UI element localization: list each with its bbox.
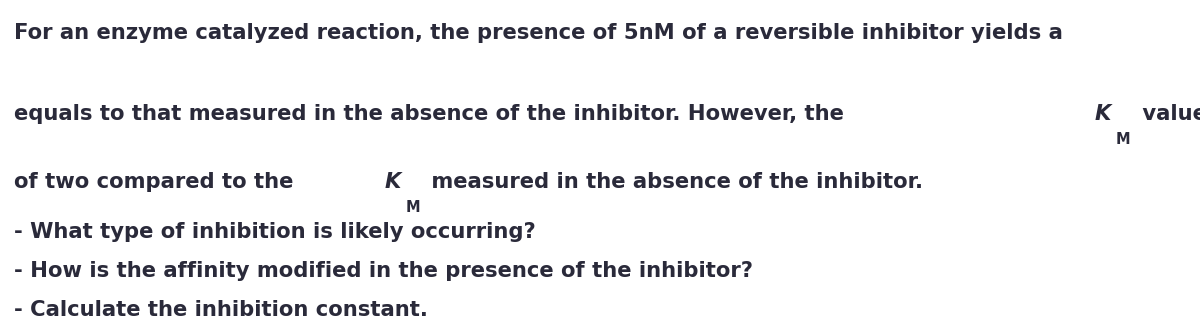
Text: value was increased by a factor: value was increased by a factor	[1135, 104, 1200, 124]
Text: - Calculate the inhibition constant.: - Calculate the inhibition constant.	[14, 300, 428, 320]
Text: M: M	[406, 200, 420, 215]
Text: measured in the absence of the inhibitor.: measured in the absence of the inhibitor…	[425, 172, 924, 192]
Text: - What type of inhibition is likely occurring?: - What type of inhibition is likely occu…	[14, 222, 536, 242]
Text: K: K	[384, 172, 401, 192]
Text: - How is the affinity modified in the presence of the inhibitor?: - How is the affinity modified in the pr…	[14, 261, 754, 281]
Text: K: K	[1094, 104, 1111, 124]
Text: equals to that measured in the absence of the inhibitor. However, the: equals to that measured in the absence o…	[14, 104, 852, 124]
Text: M: M	[1116, 132, 1130, 147]
Text: of two compared to the: of two compared to the	[14, 172, 301, 192]
Text: For an enzyme catalyzed reaction, the presence of 5nM of a reversible inhibitor : For an enzyme catalyzed reaction, the pr…	[14, 23, 1070, 43]
